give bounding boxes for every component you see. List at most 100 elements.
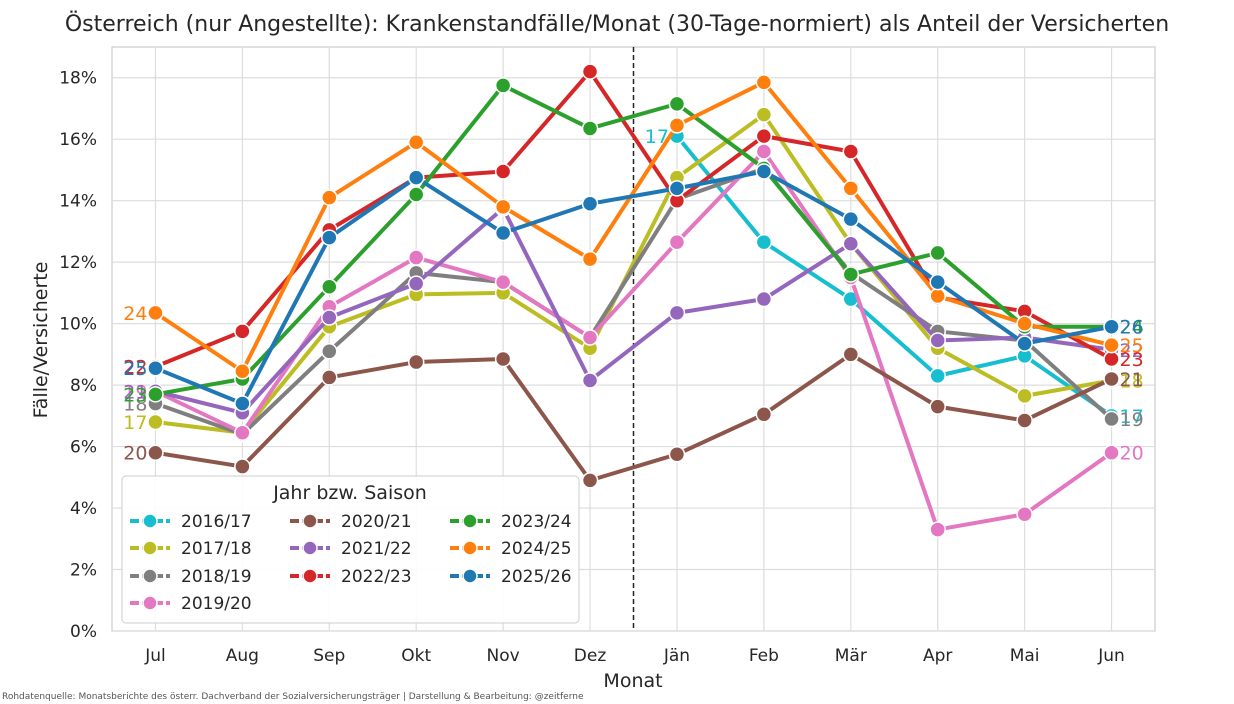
legend-label: 2024/25	[501, 539, 572, 559]
legend: Jahr bzw. Saison 2016/172017/182018/1920…	[121, 475, 580, 624]
y-tick-label: 10%	[59, 315, 97, 335]
data-point	[407, 186, 425, 203]
data-point	[581, 63, 599, 80]
data-point	[668, 180, 686, 197]
data-point	[755, 74, 773, 91]
data-point	[1103, 410, 1120, 428]
data-point	[234, 363, 251, 380]
data-point	[668, 117, 686, 134]
data-point	[321, 309, 338, 326]
legend-item: 2024/25	[450, 539, 572, 559]
data-point	[1016, 335, 1033, 352]
legend-title: Jahr bzw. Saison	[272, 482, 427, 504]
y-tick-label: 6%	[70, 438, 97, 458]
data-point	[842, 346, 860, 363]
y-tick-label: 0%	[70, 622, 97, 642]
x-tick-label: Okt	[401, 646, 431, 666]
data-point	[147, 359, 164, 377]
legend-swatch-marker	[462, 568, 478, 584]
data-point	[147, 413, 164, 431]
data-point	[755, 106, 773, 123]
data-point	[755, 290, 773, 308]
data-point	[1016, 315, 1033, 332]
series-start-label: 19	[123, 381, 147, 403]
series-line	[153, 83, 1114, 397]
series-2024-25	[147, 74, 1120, 380]
legend-item: 2023/24	[450, 512, 572, 532]
legend-label: 2017/18	[181, 539, 252, 559]
data-point	[407, 353, 425, 371]
x-axis-label: Monat	[603, 670, 662, 692]
y-tick-label: 16%	[59, 130, 97, 150]
data-point	[1103, 318, 1120, 335]
data-point	[581, 372, 599, 389]
series-end-label: 26	[1120, 317, 1144, 339]
x-tick-label: Apr	[923, 646, 952, 666]
data-point	[147, 304, 164, 322]
data-point	[929, 273, 946, 291]
data-point	[581, 329, 599, 346]
data-point	[1103, 336, 1120, 354]
data-point	[581, 120, 599, 137]
series-end-label: 22	[1120, 340, 1144, 362]
data-point	[407, 275, 425, 292]
data-point	[755, 127, 773, 145]
series-end-label: 19	[1120, 409, 1144, 431]
data-point	[494, 273, 512, 291]
legend-label: 2025/26	[501, 567, 572, 587]
series-2020-21	[147, 346, 1120, 489]
chart-title: Österreich (nur Angestellte): Krankensta…	[65, 11, 1169, 37]
legend-item: 2017/18	[130, 539, 252, 559]
data-point	[321, 189, 338, 206]
data-point	[321, 229, 338, 246]
data-point	[407, 134, 425, 151]
data-point	[1103, 370, 1120, 388]
series-line	[153, 112, 1114, 435]
legend-item: 2018/19	[130, 567, 252, 587]
series-line	[153, 166, 1114, 437]
series-start-label: 21	[123, 381, 147, 403]
data-point	[147, 444, 164, 461]
data-point	[494, 77, 512, 94]
series-end-label: 23	[1120, 349, 1144, 371]
series-start-label: 20	[123, 443, 147, 465]
legend-swatch-marker	[142, 540, 158, 556]
legend-items: 2016/17 2017/18 2018/19 2019/20 2020/21 2021/…	[130, 512, 572, 614]
legend-label: 2021/22	[341, 539, 412, 559]
series-line	[674, 134, 1114, 418]
x-tick-label: Sep	[313, 646, 345, 666]
data-point	[581, 250, 599, 268]
series-start-label: 24	[123, 303, 147, 325]
series-start-label: 23	[123, 384, 147, 406]
series-line	[153, 149, 1114, 532]
data-point	[321, 278, 338, 295]
series-start-label: 25	[123, 358, 147, 380]
legend-item: 2025/26	[450, 567, 572, 587]
series-line	[153, 352, 1114, 483]
data-point	[321, 343, 338, 360]
legend-item: 2022/23	[290, 567, 412, 587]
data-point	[494, 198, 512, 216]
y-tick-label: 4%	[70, 499, 97, 519]
legend-item: 2020/21	[290, 512, 412, 532]
x-tick-label: Jän	[663, 646, 690, 666]
legend-item: 2019/20	[130, 594, 252, 614]
legend-label: 2019/20	[181, 594, 252, 614]
data-point	[929, 521, 946, 538]
source-note: Rohdatenquelle: Monatsberichte des öster…	[2, 692, 584, 702]
series-lines	[147, 63, 1120, 538]
data-point	[668, 304, 686, 322]
legend-swatch-marker	[142, 513, 158, 529]
legend-item: 2021/22	[290, 539, 412, 559]
data-point	[234, 323, 251, 340]
y-tick-label: 12%	[59, 253, 97, 273]
data-point	[234, 424, 251, 441]
data-point	[668, 233, 686, 251]
x-tick-label: Aug	[226, 646, 259, 666]
data-point	[234, 458, 251, 475]
legend-swatch-marker	[462, 540, 478, 556]
data-point	[929, 398, 946, 415]
data-point	[1103, 444, 1120, 461]
y-tick-label: 2%	[70, 561, 97, 581]
